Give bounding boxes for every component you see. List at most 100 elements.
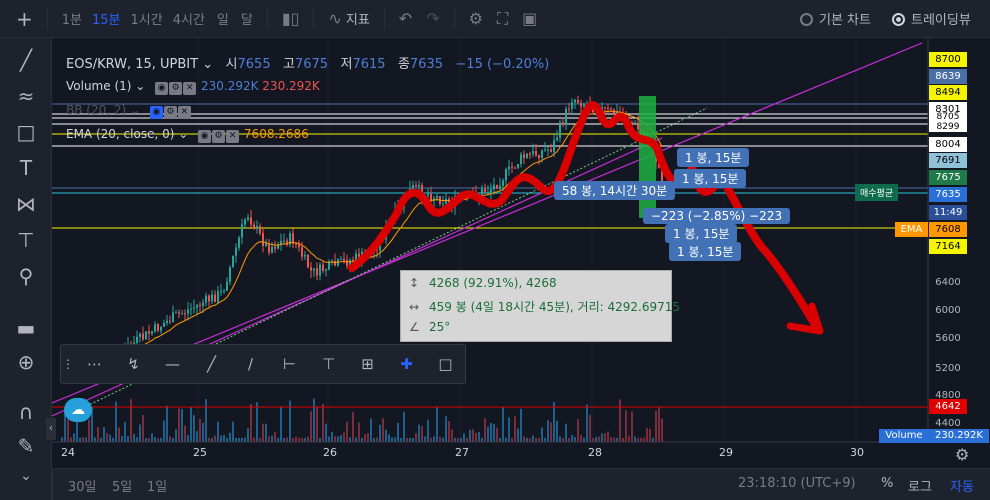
candle-body — [499, 185, 501, 189]
interval-15m[interactable]: 15분 — [92, 13, 121, 28]
zoom-search-icon[interactable]: ⚲ — [18, 264, 34, 288]
volume-bar — [232, 421, 234, 442]
crosshair-tool-icon[interactable]: ✚ — [400, 355, 413, 373]
divider — [52, 468, 53, 500]
candle-type-icon[interactable]: ▮▯ — [281, 9, 300, 28]
eye-icon[interactable]: ◉ — [149, 106, 163, 119]
settings-icon[interactable]: ⚙ — [212, 130, 226, 143]
close-icon[interactable]: ✕ — [183, 82, 197, 95]
collapse-sidebar-icon[interactable]: ‹ — [46, 418, 56, 440]
volume-bar — [106, 433, 108, 442]
volume-bar — [418, 424, 420, 442]
fib-tool-icon[interactable]: ≈ — [17, 84, 35, 108]
date-price-range-icon[interactable]: ⊞ — [361, 355, 374, 373]
drag-handle-icon[interactable]: ⋮ — [62, 357, 74, 371]
interval-day[interactable]: 일 — [216, 13, 229, 28]
volume-bar — [112, 437, 114, 442]
ema-legend: EMA (20, close, 0) ⌄ ◉ ⚙ ✕ 7608.2686 — [66, 127, 309, 143]
zoom-in-icon[interactable]: ⊕ — [17, 350, 35, 374]
bb-label[interactable]: BB (20, 2) — [66, 103, 127, 117]
tradingview-option[interactable]: 트레이딩뷰 — [892, 9, 971, 28]
volume-bar — [529, 438, 531, 442]
volume-bar — [196, 431, 198, 442]
volume-bar — [475, 432, 477, 442]
candle-body — [319, 264, 321, 276]
volume-label[interactable]: Volume (1) — [66, 79, 132, 93]
floating-drawing-toolbar[interactable]: ⋮ ⋯ ↯ — ╱ ∕ ⊢ ⊤ ⊞ ✚ □ — [60, 344, 466, 384]
eye-icon[interactable]: ◉ — [155, 82, 169, 95]
volume-bar — [148, 437, 150, 442]
interval-1h[interactable]: 1시간 — [130, 13, 163, 28]
volume-bar — [214, 435, 216, 442]
settings-icon[interactable]: ⚙ — [163, 106, 177, 119]
measure-label[interactable]: 1 봉, 15분 — [677, 148, 750, 167]
shape-tool-icon[interactable]: □ — [16, 120, 36, 144]
candle-body — [550, 149, 552, 152]
measure-label[interactable]: 1 봉, 15분 — [665, 224, 738, 243]
range-1d[interactable]: 1일 — [147, 480, 168, 495]
fullscreen-icon[interactable]: ⛶ — [496, 8, 509, 28]
interval-1m[interactable]: 1분 — [61, 13, 82, 28]
cloud-icon[interactable]: ☁ — [64, 398, 92, 422]
measure-label[interactable]: 1 봉, 15분 — [674, 169, 747, 188]
magnet-icon[interactable]: ∩ — [18, 400, 34, 424]
camera-icon[interactable]: ▣ — [522, 9, 538, 28]
eye-icon[interactable]: ◉ — [198, 130, 212, 143]
indicators-icon[interactable]: ∿ — [328, 9, 342, 28]
symbol-title[interactable]: EOS/KRW, 15, UPBIT — [66, 57, 199, 72]
drawn-arrowhead[interactable] — [786, 302, 824, 335]
interval-month[interactable]: 달 — [240, 13, 253, 28]
indicators-button[interactable]: 지표 — [345, 13, 370, 28]
extended-line-icon[interactable]: ∕ — [247, 355, 254, 373]
log-toggle[interactable]: 로그 — [908, 480, 932, 495]
trend-tool-icon[interactable]: ⋯ — [87, 355, 102, 373]
volume-bar — [403, 411, 405, 442]
candle-body — [265, 243, 267, 247]
measure-label[interactable]: −223 (−2.85%) −223 — [643, 208, 791, 224]
settings-icon[interactable]: ⚙ — [468, 9, 483, 28]
candle-body — [286, 240, 288, 245]
volume-bar — [313, 398, 315, 442]
volume-bar — [496, 427, 498, 442]
horizontal-ray-icon[interactable]: — — [165, 355, 180, 373]
settings-icon[interactable]: ⚙ — [169, 82, 183, 95]
price-chart[interactable] — [52, 38, 990, 468]
price-tick-4400: 4400 — [935, 418, 961, 429]
redo-icon[interactable]: ↷ — [426, 9, 440, 28]
ruler-icon[interactable]: ▬ — [16, 316, 36, 340]
interval-4h[interactable]: 4시간 — [172, 13, 205, 28]
close-icon[interactable]: ✕ — [226, 130, 240, 143]
time-axis[interactable] — [52, 442, 990, 468]
measure-tool-icon[interactable]: ⊤ — [17, 228, 35, 252]
volume-bar — [367, 433, 369, 442]
candle-body — [235, 247, 237, 256]
candle-body — [538, 155, 540, 159]
line-tool-icon[interactable]: ╱ — [19, 48, 33, 72]
percent-toggle[interactable]: % — [881, 476, 894, 491]
crosshair-icon[interactable]: + — [16, 6, 33, 31]
price-range-icon[interactable]: ⊤ — [321, 355, 336, 373]
settings-icon[interactable]: ⚙ — [955, 445, 970, 464]
undo-icon[interactable]: ↶ — [398, 9, 413, 28]
volume-bar — [436, 406, 438, 442]
trend-line-upper[interactable] — [52, 42, 923, 404]
close-icon[interactable]: ✕ — [177, 106, 191, 119]
pattern-tool-icon[interactable]: ⋈ — [16, 192, 36, 216]
basic-chart-option[interactable]: 기본 차트 — [800, 9, 871, 28]
range-5d[interactable]: 5일 — [112, 480, 133, 495]
rectangle-icon[interactable]: □ — [438, 355, 453, 373]
measure-label[interactable]: 1 봉, 15분 — [669, 242, 742, 261]
chevron-down-icon[interactable]: ⌄ — [198, 57, 218, 72]
collapse-icon[interactable]: ⌄ — [20, 468, 32, 484]
text-tool-icon[interactable]: T — [19, 156, 33, 180]
measure-label[interactable]: 58 봉, 14시간 30분 — [554, 181, 676, 200]
pencil-lock-icon[interactable]: ✎ — [17, 434, 35, 458]
date-range-icon[interactable]: ⊢ — [282, 355, 297, 373]
range-30d[interactable]: 30일 — [68, 480, 97, 495]
brush-icon[interactable]: ↯ — [127, 355, 140, 373]
auto-toggle[interactable]: 자동 — [950, 480, 974, 495]
ema-label[interactable]: EMA (20, close, 0) — [66, 127, 175, 141]
trend-line-icon[interactable]: ╱ — [206, 355, 217, 373]
price-tick-5200: 5200 — [935, 363, 961, 374]
clock[interactable]: 23:18:10 (UTC+9) — [738, 476, 856, 491]
